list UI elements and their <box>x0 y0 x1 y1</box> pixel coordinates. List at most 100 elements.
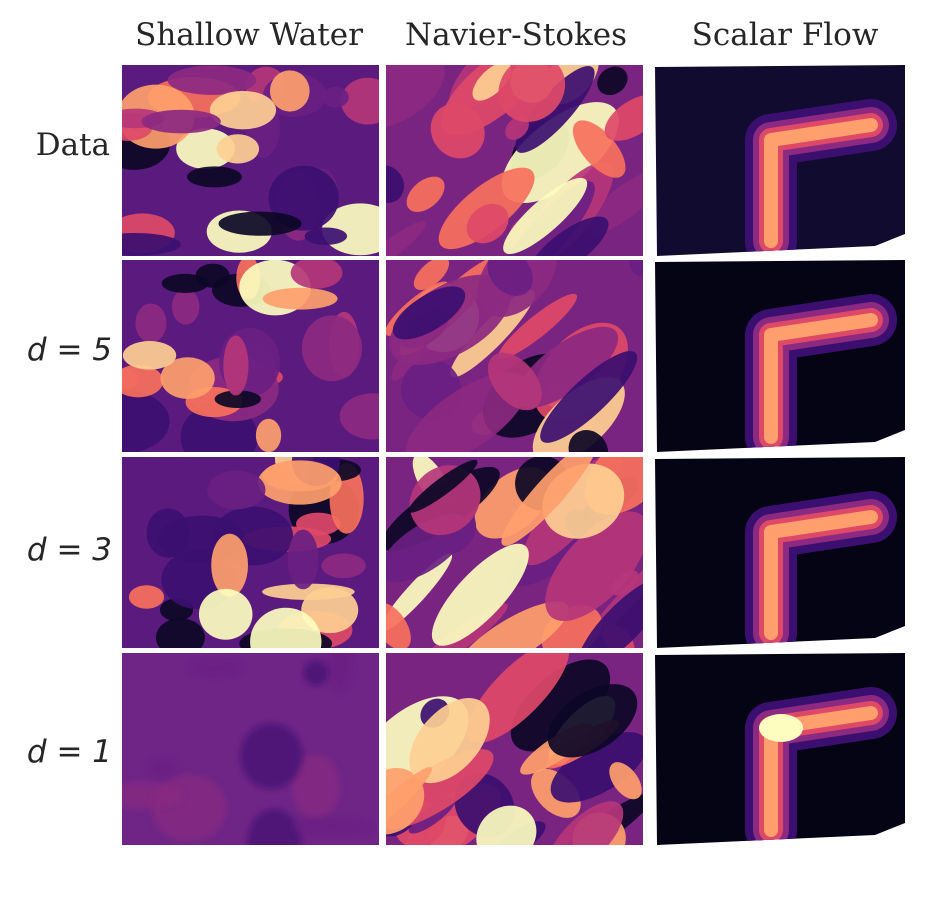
field-blob <box>510 659 611 752</box>
field-blob <box>291 817 372 837</box>
row-label: Data <box>36 127 110 163</box>
field-blob <box>189 660 243 678</box>
field-blob <box>171 288 200 325</box>
field-blob <box>155 618 205 648</box>
plume <box>764 118 878 248</box>
field-blob <box>392 286 466 340</box>
panel-image <box>386 65 643 256</box>
field-blob <box>409 698 490 784</box>
field-blob <box>214 390 261 408</box>
field-blob <box>568 430 609 452</box>
panel-image <box>122 260 379 452</box>
field-blob <box>301 587 359 634</box>
field-blob <box>540 351 638 443</box>
field-blob <box>269 70 310 112</box>
field-blob <box>146 508 190 558</box>
panel-image <box>655 457 905 648</box>
field-blob <box>456 601 569 648</box>
field-blob <box>122 232 181 256</box>
field-blob <box>498 65 566 122</box>
panel-image <box>122 65 379 256</box>
field-blob <box>467 653 570 744</box>
field-blob <box>527 216 609 256</box>
panel-image <box>655 260 905 452</box>
field-blob <box>146 758 178 778</box>
field-blob <box>321 553 366 579</box>
field-blob <box>498 293 578 359</box>
field-blob <box>327 653 354 694</box>
field-blob <box>340 77 379 125</box>
field-blob <box>128 585 165 609</box>
column-title: Shallow Water <box>135 17 363 53</box>
field-blob <box>501 457 598 546</box>
column-title: Navier-Stokes <box>405 17 627 53</box>
panel-image <box>386 457 643 648</box>
row-label: d = 3 <box>27 532 112 568</box>
field-blob <box>508 535 582 587</box>
field-blob <box>466 203 509 244</box>
field-blob <box>386 165 405 203</box>
field-blob <box>597 66 628 96</box>
field-blob <box>604 94 643 141</box>
panel-image <box>655 65 905 256</box>
field-blob <box>250 607 322 648</box>
field-blob <box>240 723 303 790</box>
field-blob <box>339 393 379 440</box>
field-blob <box>141 109 221 134</box>
field-blob <box>176 128 235 169</box>
field-blob <box>430 103 485 159</box>
field-blob <box>409 465 481 536</box>
field-blob <box>207 470 266 510</box>
field-blob <box>223 335 249 396</box>
field-blob <box>209 90 277 130</box>
field-blob <box>287 529 319 590</box>
field-blob <box>386 602 411 648</box>
field-blob <box>304 227 348 245</box>
field-blob <box>303 660 329 686</box>
field-blob <box>386 65 445 129</box>
panel-image <box>655 653 905 845</box>
panel-image <box>122 457 379 648</box>
field-blob <box>122 341 177 370</box>
field-blob <box>257 460 342 505</box>
column-title: Scalar Flow <box>692 17 879 53</box>
panel-image <box>386 653 643 845</box>
field-blob <box>160 357 215 400</box>
field-blob <box>216 134 260 164</box>
plume-core <box>759 714 803 742</box>
field-blob <box>255 418 282 452</box>
field-blob <box>487 352 542 411</box>
field-blob <box>408 459 478 513</box>
field-blob <box>198 588 253 640</box>
field-blob <box>577 577 643 648</box>
field-blob <box>211 533 249 597</box>
field-blob <box>406 176 445 212</box>
field-blob <box>609 762 642 800</box>
field-blob <box>122 781 184 810</box>
field-blob <box>386 767 432 845</box>
plume <box>764 510 878 640</box>
field-blob <box>547 801 624 845</box>
field-blob <box>122 389 170 452</box>
field-blob <box>247 808 302 845</box>
field-blob <box>503 177 588 255</box>
field-blob <box>187 166 242 188</box>
field-blob <box>472 65 512 101</box>
plume <box>764 313 878 444</box>
row-label: d = 1 <box>27 734 112 770</box>
field-blob <box>167 65 257 95</box>
field-blob <box>405 372 528 452</box>
field-blob <box>301 315 363 382</box>
field-blob <box>545 511 643 622</box>
field-blob <box>386 221 426 256</box>
field-blob <box>122 364 164 398</box>
field-blob <box>487 260 533 296</box>
field-blob <box>135 303 167 343</box>
panel-grid <box>122 65 905 845</box>
field-blob <box>291 753 341 820</box>
panel-image <box>122 653 379 845</box>
panel-image <box>386 260 643 452</box>
field-blob <box>505 116 529 140</box>
field-blob <box>322 86 349 108</box>
